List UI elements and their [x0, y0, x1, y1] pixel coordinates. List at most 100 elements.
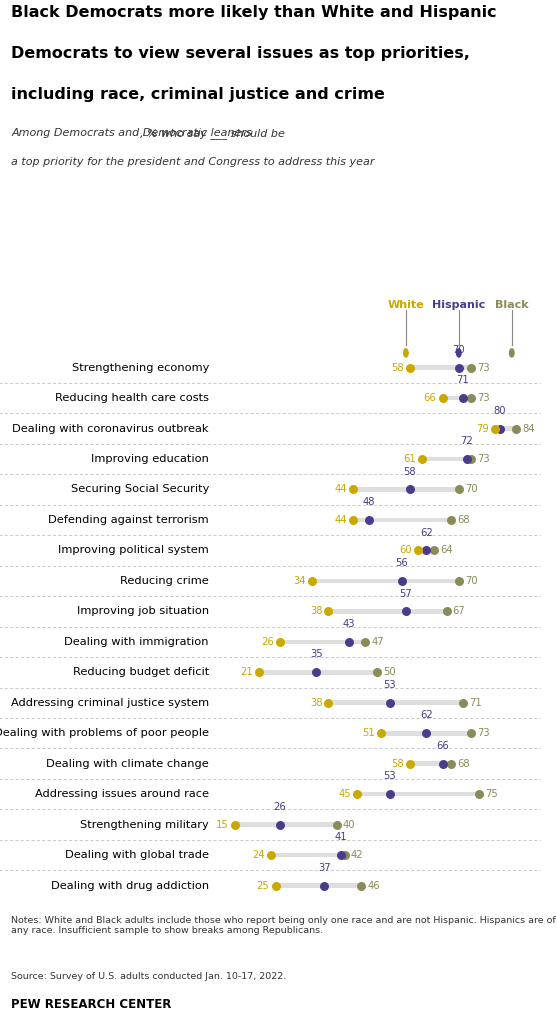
Text: 73: 73 — [477, 362, 490, 372]
Text: 58: 58 — [391, 759, 404, 768]
Bar — [410, 761, 451, 766]
Text: , % who say ___ should be: , % who say ___ should be — [140, 128, 285, 139]
Text: 61: 61 — [403, 454, 416, 464]
Text: 64: 64 — [441, 545, 453, 555]
Text: 41: 41 — [334, 833, 347, 842]
Point — [467, 725, 476, 742]
Bar — [276, 883, 361, 888]
Text: 79: 79 — [477, 424, 490, 434]
Point — [275, 633, 284, 650]
Point — [405, 481, 414, 497]
Text: Source: Survey of U.S. adults conducted Jan. 10-17, 2022.: Source: Survey of U.S. adults conducted … — [11, 972, 286, 981]
Text: including race, criminal justice and crime: including race, criminal justice and cri… — [11, 87, 385, 102]
Text: 70: 70 — [465, 485, 477, 494]
Point — [475, 786, 483, 802]
Bar — [235, 822, 336, 827]
Text: Notes: White and Black adults include those who report being only one race and a: Notes: White and Black adults include th… — [11, 916, 556, 935]
Bar — [357, 792, 479, 797]
Text: Black: Black — [495, 300, 529, 310]
Point — [405, 359, 414, 375]
Point — [349, 512, 358, 528]
Text: 24: 24 — [253, 850, 265, 860]
Text: 84: 84 — [522, 424, 535, 434]
Point — [324, 695, 333, 711]
Point — [467, 390, 476, 406]
Point — [455, 481, 463, 497]
Text: 38: 38 — [310, 607, 323, 616]
Text: 68: 68 — [457, 759, 470, 768]
Text: 38: 38 — [310, 698, 323, 708]
Point — [458, 390, 467, 406]
Point — [307, 573, 316, 589]
Point — [275, 816, 284, 833]
Text: 62: 62 — [420, 710, 433, 720]
Bar — [382, 731, 471, 736]
Point — [511, 420, 520, 437]
Text: 73: 73 — [477, 393, 490, 403]
Bar — [271, 853, 345, 857]
Text: Democrats to view several issues as top priorities,: Democrats to view several issues as top … — [11, 46, 470, 61]
Point — [442, 604, 451, 620]
Point — [455, 359, 463, 375]
Point — [349, 481, 358, 497]
Text: 40: 40 — [343, 819, 355, 830]
Text: Black Democrats more likely than White and Hispanic: Black Democrats more likely than White a… — [11, 5, 497, 20]
Point — [385, 786, 394, 802]
Text: 67: 67 — [453, 607, 466, 616]
Text: 75: 75 — [485, 789, 498, 799]
Point — [455, 573, 463, 589]
Text: 35: 35 — [310, 650, 323, 660]
Point — [385, 695, 394, 711]
Text: 37: 37 — [318, 862, 331, 873]
Point — [430, 542, 439, 559]
Point — [397, 573, 406, 589]
Text: 26: 26 — [273, 802, 286, 812]
Point — [467, 359, 476, 375]
Text: 80: 80 — [494, 406, 506, 415]
Text: 71: 71 — [457, 375, 470, 386]
Point — [418, 451, 427, 468]
Text: 66: 66 — [424, 393, 437, 403]
Point — [377, 725, 386, 742]
Text: 71: 71 — [469, 698, 482, 708]
Text: 44: 44 — [334, 485, 347, 494]
Bar — [410, 365, 471, 370]
Text: 34: 34 — [294, 576, 306, 586]
Point — [446, 512, 455, 528]
Point — [446, 756, 455, 772]
Text: 42: 42 — [351, 850, 364, 860]
Point — [312, 664, 321, 680]
Bar — [353, 518, 451, 522]
Text: 73: 73 — [477, 454, 490, 464]
Text: 66: 66 — [436, 741, 449, 751]
Point — [414, 542, 423, 559]
Point — [458, 695, 467, 711]
Text: 68: 68 — [457, 515, 470, 525]
Text: Hispanic: Hispanic — [432, 300, 486, 310]
Bar — [329, 609, 447, 614]
Text: 70: 70 — [465, 576, 477, 586]
Point — [231, 816, 240, 833]
Text: 60: 60 — [399, 545, 412, 555]
Point — [255, 664, 263, 680]
Text: 53: 53 — [383, 771, 396, 782]
Point — [332, 816, 341, 833]
Point — [353, 786, 361, 802]
Text: 51: 51 — [363, 728, 375, 739]
Bar — [329, 701, 463, 705]
Point — [373, 664, 382, 680]
Text: 58: 58 — [391, 362, 404, 372]
Point — [402, 604, 411, 620]
Text: 56: 56 — [395, 559, 408, 568]
Point — [467, 451, 476, 468]
Bar — [353, 487, 459, 492]
Text: PEW RESEARCH CENTER: PEW RESEARCH CENTER — [11, 997, 172, 1011]
Text: White: White — [388, 300, 424, 310]
Text: 62: 62 — [420, 528, 433, 538]
Text: 48: 48 — [363, 497, 375, 507]
Text: 26: 26 — [261, 637, 273, 647]
Text: 46: 46 — [367, 881, 380, 891]
Text: 72: 72 — [461, 436, 473, 446]
Point — [356, 878, 365, 894]
Point — [422, 542, 431, 559]
